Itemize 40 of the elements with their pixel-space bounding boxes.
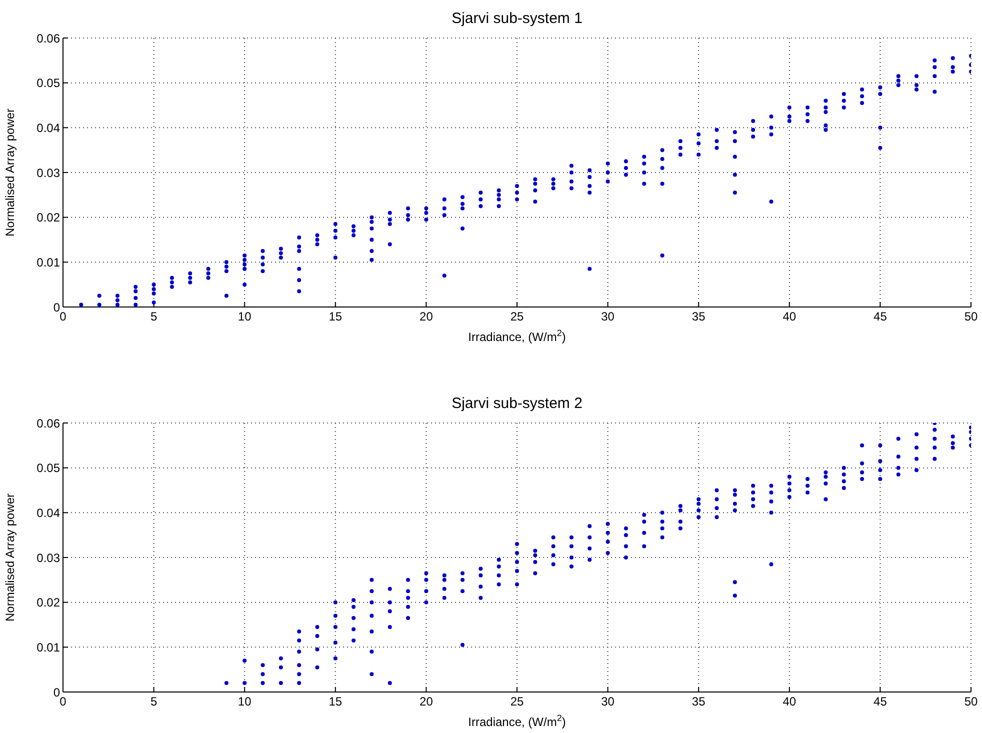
x-tick-label: 20 bbox=[420, 310, 434, 324]
y-tick-label: 0.06 bbox=[36, 416, 60, 430]
x-tick-label: 5 bbox=[150, 694, 158, 709]
x-tick-label: 20 bbox=[420, 694, 434, 709]
x-tick-label: 5 bbox=[150, 310, 158, 324]
x-tick-label: 25 bbox=[510, 694, 524, 709]
x-tick-label: 40 bbox=[782, 310, 796, 324]
y-tick-label: 0 bbox=[53, 300, 60, 314]
x-tick-label: 45 bbox=[874, 694, 888, 709]
x-tick-label: 35 bbox=[692, 310, 706, 324]
chart-title: Sjarvi sub-system 1 bbox=[450, 10, 584, 27]
y-tick-label: 0.02 bbox=[36, 210, 60, 225]
x-tick-label: 15 bbox=[328, 694, 342, 709]
x-axis-title: Irradiance, (W/m$^{2}$) bbox=[468, 328, 566, 344]
y-tick-label: 0.01 bbox=[36, 640, 60, 654]
x-tick-label: 15 bbox=[328, 310, 342, 324]
x-tick-label: 25 bbox=[510, 310, 524, 324]
x-tick-label: 40 bbox=[782, 694, 796, 709]
y-tick-label: 0.02 bbox=[36, 596, 60, 610]
x-tick-label: 10 bbox=[238, 310, 252, 324]
y-axis-title: Normalised Array power bbox=[3, 108, 17, 237]
x-tick-label: 50 bbox=[964, 694, 978, 709]
x-tick-label: 35 bbox=[692, 694, 706, 709]
y-tick-label: 0.03 bbox=[36, 550, 60, 565]
x-axis-title: Irradiance, (W/m$^{2}$) bbox=[468, 713, 566, 729]
x-tick-label: 30 bbox=[601, 694, 615, 709]
y-tick-label: 0.06 bbox=[36, 31, 60, 46]
y-tick-label: 0.03 bbox=[36, 166, 60, 180]
y-tick-label: 0.01 bbox=[36, 255, 60, 270]
x-tick-label: 45 bbox=[874, 310, 888, 324]
y-tick-label: 0.04 bbox=[36, 120, 60, 135]
x-tick-label: 50 bbox=[964, 310, 978, 324]
y-axis-title: Normalised Array power bbox=[3, 493, 17, 622]
y-tick-label: 0.05 bbox=[36, 76, 60, 90]
y-tick-label: 0.05 bbox=[36, 461, 60, 476]
y-tick-label: 0 bbox=[53, 685, 60, 700]
y-tick-label: 0.04 bbox=[36, 506, 60, 520]
x-tick-label: 30 bbox=[601, 310, 615, 324]
chart-title: Sjarvi sub-system 2 bbox=[450, 395, 584, 412]
x-tick-label: 10 bbox=[238, 694, 252, 709]
